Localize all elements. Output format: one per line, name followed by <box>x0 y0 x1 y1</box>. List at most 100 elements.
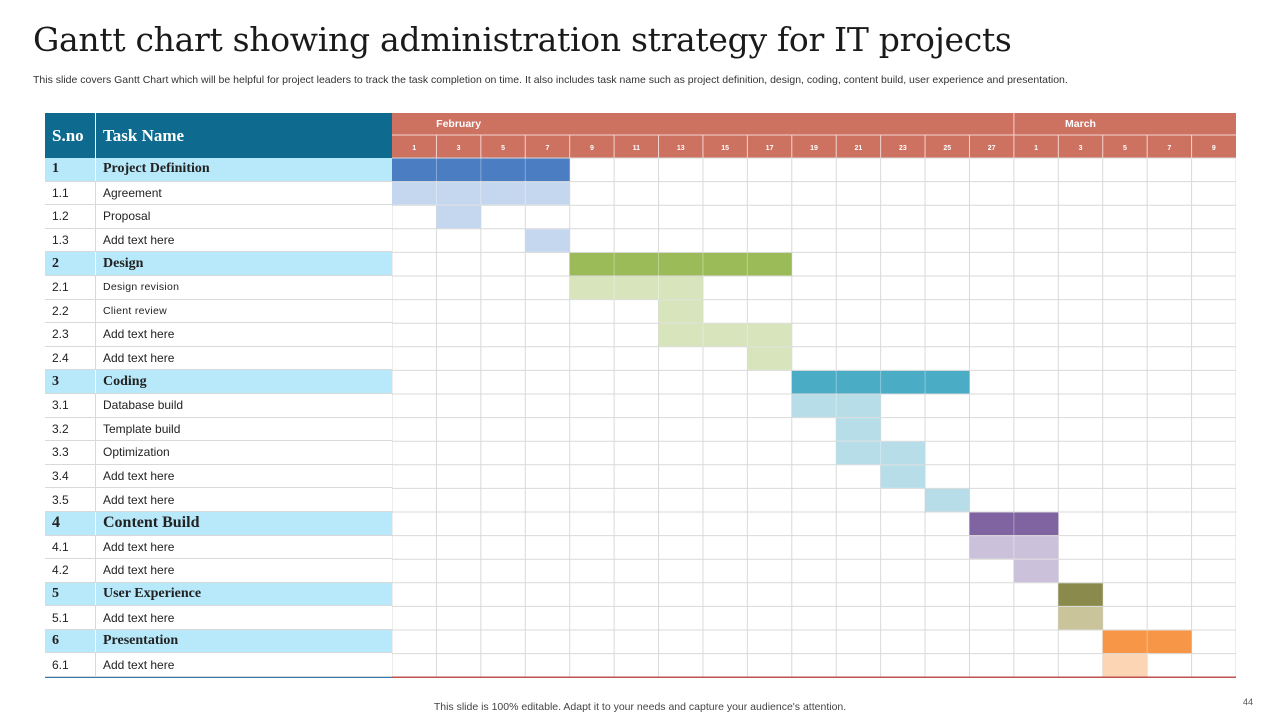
row-task-name: Add text here <box>103 233 175 248</box>
row-task-name: Add text here <box>103 539 175 554</box>
task-row: 2.3 Add text here <box>45 323 392 347</box>
month-label: March <box>1065 118 1096 130</box>
day-tick-label: 13 <box>677 145 685 152</box>
phase-row: 6 Presentation <box>45 629 392 654</box>
gantt-chart: February March 1 3 5 7 9 11 13 15 17 19 21 23 25 27 1 3 5 7… <box>392 113 1236 678</box>
row-sno: 1 <box>45 158 96 181</box>
task-row: 2.1 Design revision <box>45 275 392 300</box>
phase-row: 1 Project Definition <box>45 158 392 182</box>
row-sno: 4.1 <box>45 535 96 559</box>
task-row: 3.5 Add text here <box>45 488 392 512</box>
task-row: 4.2 Add text here <box>45 559 392 583</box>
day-tick-label: 3 <box>457 145 461 152</box>
row-sno: 3.1 <box>45 393 96 417</box>
phase-bar <box>791 370 970 394</box>
phase-row: 2 Design <box>45 252 392 276</box>
phase-bar <box>1058 583 1103 606</box>
row-task-name: Optimization <box>103 445 170 460</box>
row-task-name: Proposal <box>103 209 151 224</box>
task-bar <box>1013 559 1059 583</box>
task-bar <box>747 347 792 370</box>
row-task-name: Add text here <box>103 492 175 507</box>
task-row: 3.4 Add text here <box>45 464 392 489</box>
row-task-name: Design revision <box>103 281 180 294</box>
row-task-name: Add text here <box>103 469 175 484</box>
task-bar <box>658 300 703 323</box>
row-sno: 1.2 <box>45 205 96 228</box>
day-tick-label: 3 <box>1079 145 1083 152</box>
task-bar <box>969 536 1059 559</box>
phase-row: 5 User Experience <box>45 582 392 607</box>
row-task-name: Add text here <box>103 351 175 366</box>
day-tick-label: 5 <box>1123 145 1127 152</box>
task-bar <box>525 229 570 252</box>
row-sno: 3 <box>45 370 96 393</box>
row-task-name: Coding <box>103 373 147 389</box>
phase-bar <box>969 512 1059 536</box>
day-tick-label: 17 <box>766 145 774 152</box>
task-table: S.no Task Name 1 Project Definition 1.1 Agr… <box>45 113 392 679</box>
task-bar <box>436 205 481 229</box>
day-tick-label: 7 <box>546 145 550 152</box>
task-bar <box>836 418 881 441</box>
row-sno: 2 <box>45 252 96 275</box>
row-sno: 2.2 <box>45 299 96 323</box>
day-tick-label: 1 <box>1034 145 1038 152</box>
row-sno: 4.2 <box>45 559 96 582</box>
task-row: 5.1 Add text here <box>45 606 392 630</box>
row-sno: 3.5 <box>45 488 96 511</box>
task-bar <box>1102 654 1148 677</box>
row-sno: 2.4 <box>45 346 96 370</box>
header-task-name: Task Name <box>103 125 185 145</box>
slide-title: Gantt chart showing administration strat… <box>33 20 1012 59</box>
day-tick-label: 15 <box>721 145 729 152</box>
row-task-name: Project Definition <box>103 161 210 177</box>
phase-row: 4 Content Build <box>45 511 392 536</box>
row-sno: 5.1 <box>45 606 96 629</box>
row-sno: 5 <box>45 582 96 606</box>
day-tick-label: 27 <box>988 145 996 152</box>
row-task-name: Content Build <box>103 514 200 532</box>
row-task-name: Add text here <box>103 327 175 342</box>
row-task-name: User Experience <box>103 585 202 601</box>
slide-subtitle: This slide covers Gantt Chart which will… <box>33 74 1068 86</box>
row-task-name: Add text here <box>103 610 175 625</box>
task-bar <box>658 323 792 347</box>
row-task-name: Client review <box>103 304 168 317</box>
task-row: 1.1 Agreement <box>45 181 392 206</box>
day-tick-label: 9 <box>1212 145 1216 152</box>
task-row: 3.3 Optimization <box>45 441 392 465</box>
month-label: February <box>436 118 481 130</box>
task-row: 4.1 Add text here <box>45 535 392 560</box>
row-sno: 1.3 <box>45 228 96 252</box>
task-bar <box>569 276 703 300</box>
row-sno: 2.1 <box>45 275 96 299</box>
task-bar <box>392 182 570 205</box>
row-task-name: Add text here <box>103 657 175 672</box>
task-bar <box>791 394 881 418</box>
day-tick-label: 19 <box>810 145 818 152</box>
task-table-header: S.no Task Name <box>45 113 392 158</box>
task-row: 3.2 Template build <box>45 417 392 442</box>
day-tick-label: 1 <box>412 145 416 152</box>
task-bar <box>1058 606 1103 630</box>
task-bar <box>836 441 926 465</box>
day-tick-label: 11 <box>633 145 641 152</box>
day-tick-label: 9 <box>590 145 594 152</box>
day-tick-label: 25 <box>943 145 951 152</box>
task-row: 1.3 Add text here <box>45 228 392 253</box>
row-task-name: Template build <box>103 421 181 436</box>
header-sno: S.no <box>45 113 96 158</box>
row-sno: 3.2 <box>45 417 96 441</box>
row-sno: 1.1 <box>45 181 96 205</box>
task-row: 2.4 Add text here <box>45 346 392 371</box>
row-task-name: Database build <box>103 398 184 413</box>
task-bar <box>925 488 970 512</box>
row-task-name: Design <box>103 255 144 271</box>
day-tick-label: 23 <box>899 145 907 152</box>
row-task-name: Add text here <box>103 563 175 578</box>
page-number: 44 <box>1243 697 1254 707</box>
task-row: 2.2 Client review <box>45 299 392 324</box>
phase-bar <box>392 158 570 182</box>
row-sno: 3.4 <box>45 464 96 488</box>
